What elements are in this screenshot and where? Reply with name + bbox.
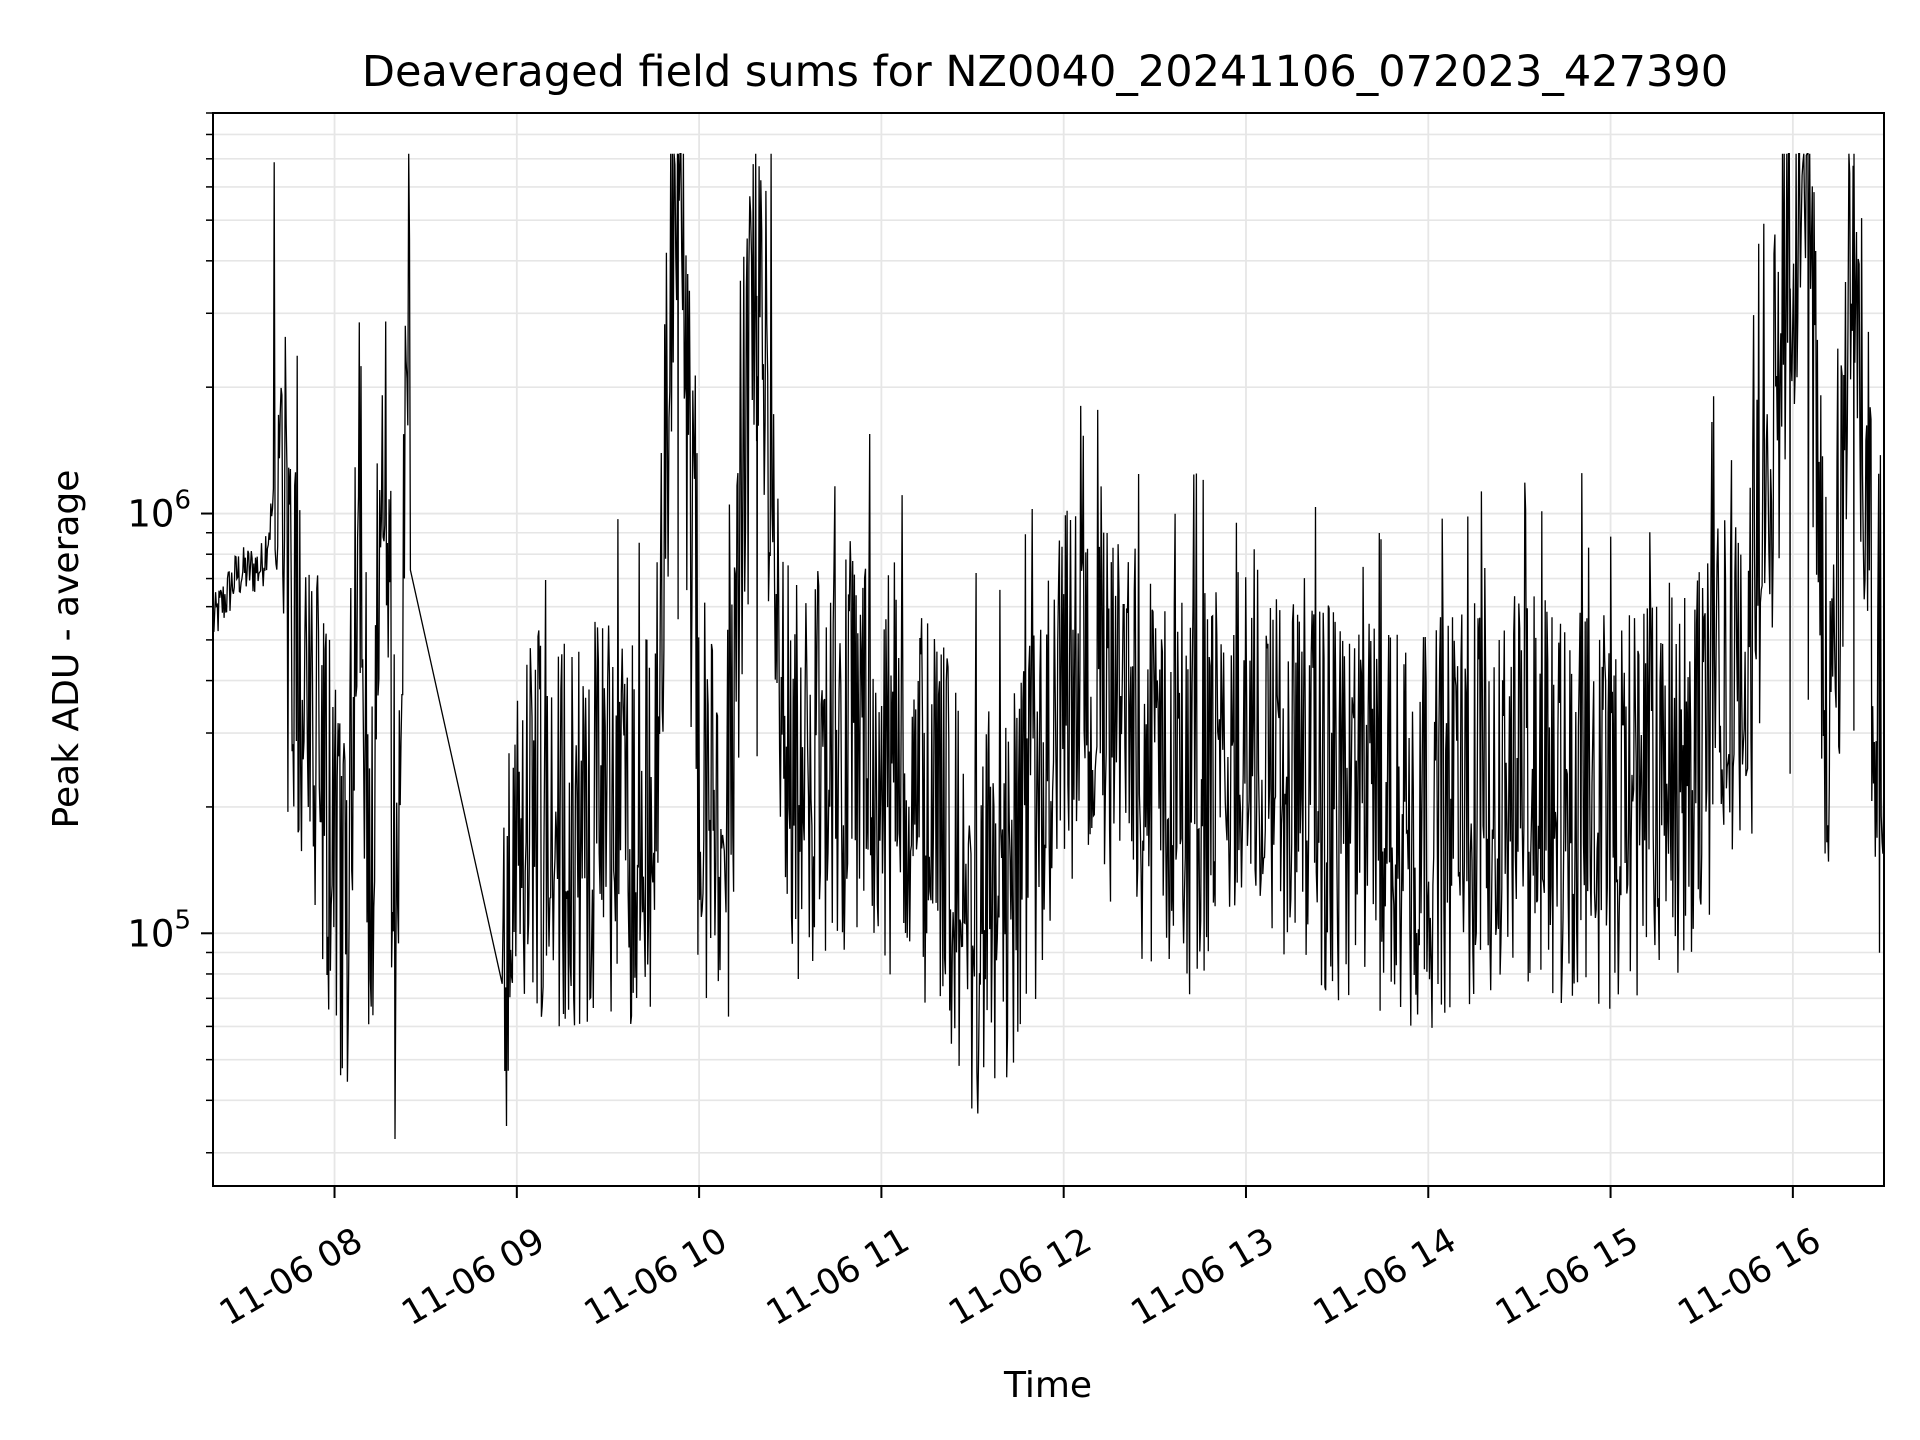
x-tick-label: 11-06 11 <box>760 1221 916 1334</box>
x-tick-label: 11-06 13 <box>1125 1221 1281 1334</box>
x-tick-label: 11-06 10 <box>578 1221 734 1334</box>
y-tick-label: 105 <box>127 905 191 955</box>
y-tick-base: 10 <box>127 912 174 955</box>
y-axis-label: Peak ADU - average <box>46 470 87 829</box>
x-tick-label: 11-06 12 <box>942 1221 1098 1334</box>
y-tick-label: 106 <box>127 486 191 536</box>
chart-title: Deaveraged field sums for NZ0040_2024110… <box>362 47 1728 97</box>
y-tick-exponent: 5 <box>174 905 191 935</box>
x-tick-label: 11-06 14 <box>1307 1221 1463 1334</box>
y-tick-exponent: 6 <box>174 486 191 516</box>
x-axis-ticks: 11-06 08 11-06 09 11-06 10 11-06 11 11-06 12… <box>213 1186 1828 1334</box>
y-tick-base: 10 <box>127 493 174 536</box>
x-tick-label: 11-06 08 <box>213 1221 369 1334</box>
x-tick-label: 11-06 16 <box>1671 1221 1827 1334</box>
x-axis-label: Time <box>1003 1365 1092 1406</box>
plot-frame <box>212 112 1885 1187</box>
series-line <box>212 153 1885 1140</box>
x-tick-label: 11-06 15 <box>1489 1221 1645 1334</box>
x-tick-label: 11-06 09 <box>395 1221 551 1334</box>
